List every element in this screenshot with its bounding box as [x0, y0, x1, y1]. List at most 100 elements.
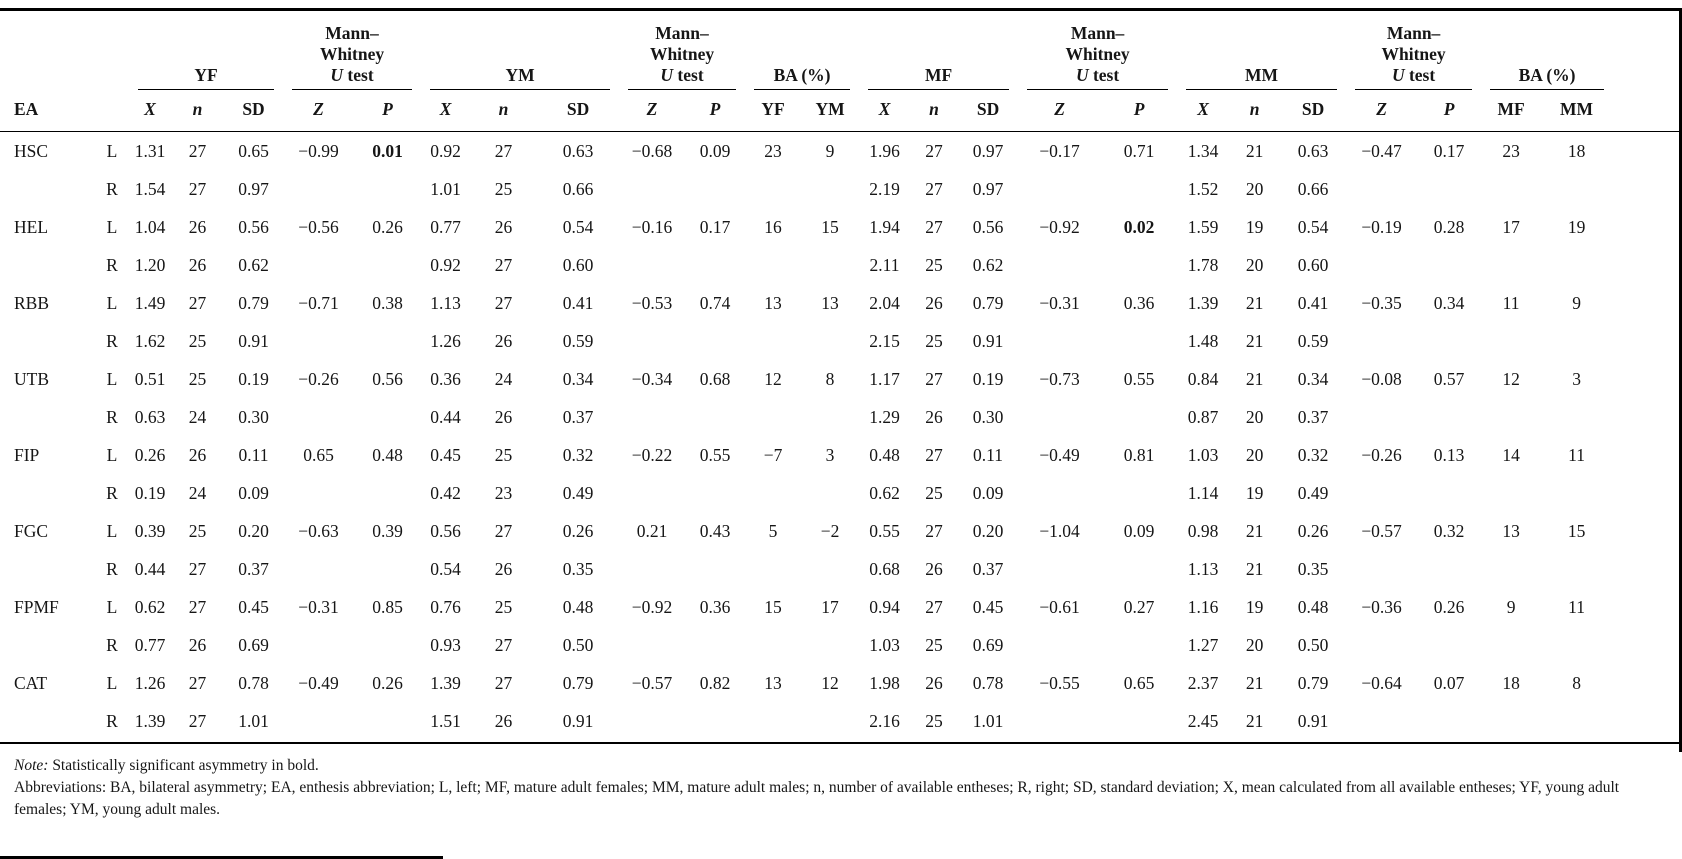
subcolumn-header: n	[171, 90, 224, 132]
value-cell: 13	[764, 293, 782, 313]
value-cell: −0.31	[298, 597, 339, 617]
value-cell	[1018, 550, 1101, 588]
table-row: R 0.44 27 0.37 0.54 26 0.35 0.68 26 0.37 1.13 21 0.3…	[0, 550, 1682, 588]
value-cell: 0.19	[238, 369, 269, 389]
value-cell	[1018, 246, 1101, 284]
value-cell: 25	[188, 521, 207, 541]
value-cell: 0.79	[562, 673, 594, 693]
subcolumn-header: SD	[958, 90, 1019, 132]
value-cell: 20	[1245, 407, 1264, 427]
value-cell	[1346, 550, 1417, 588]
value-cell: 0.56	[972, 217, 1004, 237]
value-cell: 0.60	[1297, 255, 1329, 275]
value-cell: 2.45	[1177, 702, 1230, 744]
value-cell: 0.91	[537, 702, 620, 744]
value-cell: −0.92	[1039, 217, 1080, 237]
value-cell: 0.85	[372, 597, 403, 617]
value-cell: 0.62	[238, 255, 269, 275]
side-cell: R	[95, 702, 129, 744]
value-cell	[619, 474, 685, 512]
subcolumn-header: n	[470, 90, 538, 132]
value-cell: 26	[188, 635, 207, 655]
enthesis-label-cell: FIP	[14, 445, 40, 465]
value-cell: 26	[188, 445, 207, 465]
value-cell	[1101, 398, 1177, 436]
note-text: Statistically significant asymmetry in b…	[52, 757, 319, 774]
value-cell: 0.98	[1187, 521, 1219, 541]
value-cell	[1346, 702, 1418, 744]
value-cell: 0.26	[1433, 597, 1465, 617]
value-cell: 0.27	[1123, 597, 1155, 617]
subcolumn-header: Z	[1346, 90, 1418, 132]
value-cell: 1.14	[1187, 483, 1219, 503]
value-cell: 24	[494, 369, 513, 389]
value-cell: 1.59	[1187, 217, 1219, 237]
value-cell: 21	[1245, 521, 1264, 541]
value-cell: −0.19	[1361, 217, 1402, 237]
value-cell: 8	[825, 369, 835, 389]
value-cell	[1541, 398, 1682, 436]
value-cell: 15	[821, 217, 839, 237]
enthesis-label-cell	[0, 626, 95, 664]
value-cell: 1.94	[869, 217, 900, 237]
value-cell	[354, 626, 421, 664]
value-cell: 0.82	[699, 673, 731, 693]
value-cell: 1.03	[1187, 445, 1219, 465]
value-cell: 0.55	[869, 521, 900, 541]
value-cell	[1018, 702, 1102, 744]
value-cell	[1417, 170, 1481, 208]
column-group-header-yf: YF	[129, 10, 283, 90]
value-cell: 20	[1245, 179, 1264, 199]
value-cell: −0.16	[631, 217, 673, 237]
value-cell	[1018, 398, 1101, 436]
value-cell: 12	[764, 369, 782, 389]
value-cell: −0.55	[1039, 673, 1080, 693]
subcolumn-header: P	[1101, 90, 1178, 132]
value-cell: −2	[820, 521, 840, 541]
value-cell: 26	[494, 407, 513, 427]
value-cell: 0.49	[1297, 483, 1329, 503]
value-cell	[745, 170, 801, 208]
value-cell: 0.30	[972, 407, 1004, 427]
value-cell	[685, 626, 745, 664]
value-cell: 0.71	[1123, 141, 1155, 161]
value-cell: 1.39	[129, 702, 171, 744]
value-cell: −0.34	[631, 369, 673, 389]
value-cell: 1.78	[1187, 255, 1219, 275]
value-cell: 0.28	[1433, 217, 1465, 237]
value-cell: 13	[764, 673, 782, 693]
value-cell: 0.54	[1297, 217, 1329, 237]
value-cell: 0.50	[562, 635, 594, 655]
column-group-header-spacer	[0, 10, 129, 91]
table-row: R 1.39 27 1.01 1.51 26 0.91 2.16 25 1.01 2.45 21 0.9…	[0, 702, 1682, 744]
value-cell: 15	[1567, 521, 1586, 541]
subcolumn-header: n	[910, 90, 959, 132]
table-row: CAT L 1.26 27 0.78 −0.49 0.26 1.39 27 0.79 −0.57 0.…	[0, 664, 1682, 702]
value-cell: 1.17	[869, 369, 900, 389]
subcolumn-header: SD	[537, 90, 620, 132]
value-cell: 0.17	[1433, 141, 1465, 161]
value-cell: 0.13	[1433, 445, 1465, 465]
value-cell: 21	[1245, 293, 1264, 313]
subcolumn-header: EA	[0, 90, 95, 132]
table-row: HSC L 1.31 27 0.65 −0.99 0.01 0.92 27 0.63 −0.68 0.…	[0, 132, 1682, 171]
value-cell: 1.49	[134, 293, 166, 313]
value-cell: 3	[825, 445, 835, 465]
value-cell: 1.01	[224, 702, 284, 744]
side-cell: R	[106, 407, 118, 427]
value-cell	[1018, 626, 1101, 664]
value-cell: 27	[188, 559, 207, 579]
value-cell	[283, 398, 354, 436]
value-cell	[1346, 322, 1417, 360]
enthesis-label-cell: HSC	[14, 141, 49, 161]
value-cell	[283, 702, 355, 744]
value-cell: 9	[1506, 597, 1516, 617]
value-cell: 0.68	[699, 369, 731, 389]
value-cell: 0.81	[1123, 445, 1155, 465]
value-cell: 23	[1502, 141, 1520, 161]
table-row: RBB L 1.49 27 0.79 −0.71 0.38 1.13 27 0.41 −0.53 0.…	[0, 284, 1682, 322]
value-cell: 1.98	[869, 673, 900, 693]
value-cell	[354, 322, 421, 360]
value-cell: 1.62	[134, 331, 166, 351]
column-group-header-mm: MM	[1177, 10, 1346, 90]
